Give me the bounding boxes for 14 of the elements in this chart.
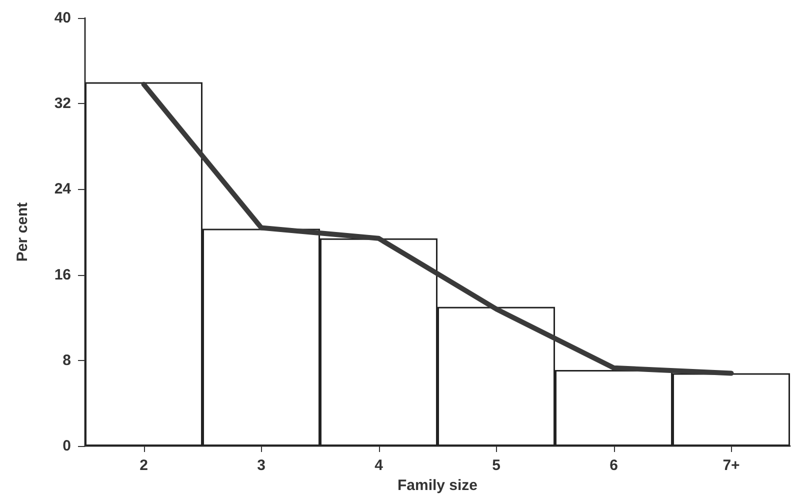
- y-tick-label: 16: [54, 266, 71, 284]
- x-tick-label: 3: [257, 457, 266, 474]
- x-axis-title: Family size: [397, 476, 478, 494]
- x-tick-label: 2: [140, 457, 148, 474]
- y-tick-label: 32: [54, 95, 71, 112]
- x-tick-label: 7+: [722, 457, 740, 474]
- y-tick-label: 40: [54, 10, 71, 26]
- y-tick-label: 8: [62, 352, 71, 369]
- x-tick-label: 5: [492, 457, 500, 474]
- y-axis-title: Per cent: [14, 202, 31, 262]
- x-tick-label: 4: [374, 457, 384, 474]
- x-tick-label: 6: [610, 457, 618, 474]
- y-tick-label: 0: [62, 438, 71, 454]
- y-tick-label: 24: [54, 180, 72, 198]
